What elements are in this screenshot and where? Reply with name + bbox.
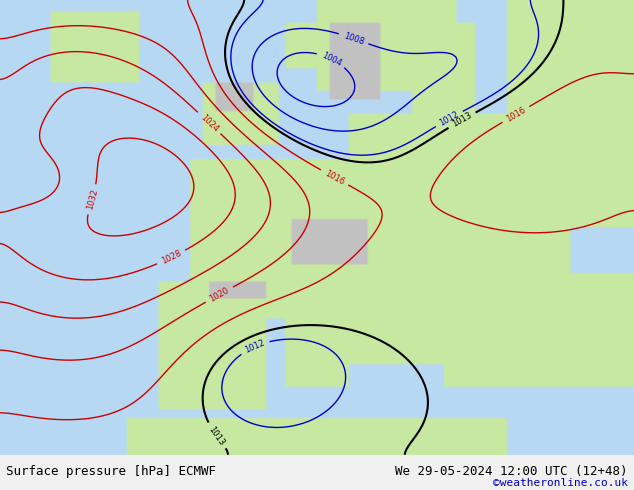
Text: 1013: 1013 — [451, 111, 474, 129]
Text: 1008: 1008 — [342, 31, 365, 46]
Text: Surface pressure [hPa] ECMWF: Surface pressure [hPa] ECMWF — [6, 466, 216, 478]
Text: 1012: 1012 — [243, 338, 266, 355]
Text: 1004: 1004 — [320, 50, 343, 68]
Text: We 29-05-2024 12:00 UTC (12+48): We 29-05-2024 12:00 UTC (12+48) — [395, 466, 628, 478]
Text: 1016: 1016 — [323, 169, 346, 187]
Text: 1013: 1013 — [207, 424, 226, 447]
Text: 1028: 1028 — [160, 249, 183, 266]
Text: 1012: 1012 — [438, 110, 460, 128]
Text: 1032: 1032 — [85, 188, 100, 211]
Text: 1024: 1024 — [198, 113, 220, 133]
Text: 1020: 1020 — [208, 286, 231, 304]
Text: ©weatheronline.co.uk: ©weatheronline.co.uk — [493, 478, 628, 488]
Text: 1016: 1016 — [505, 105, 527, 123]
